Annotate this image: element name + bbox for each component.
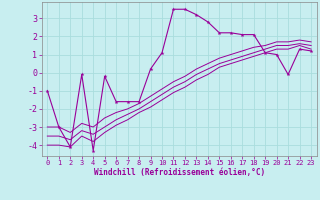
X-axis label: Windchill (Refroidissement éolien,°C): Windchill (Refroidissement éolien,°C) [94,168,265,177]
